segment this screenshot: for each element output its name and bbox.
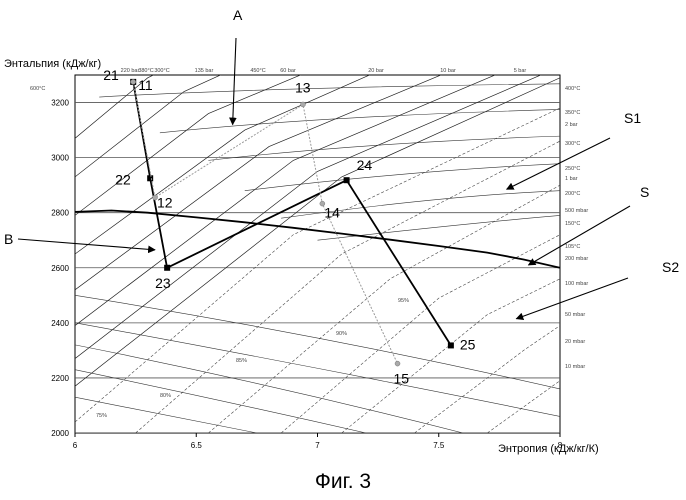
plot-border	[75, 75, 560, 433]
quality-line	[75, 370, 366, 433]
isobar-dashed-line	[281, 235, 560, 433]
right-isoline-label: 250°C	[565, 166, 580, 172]
point-label: 12	[157, 195, 173, 211]
y-tick-label: 2800	[51, 209, 69, 218]
x-axis-label: Энтропия (кДж/кг/К)	[498, 443, 599, 455]
process-point-alt	[300, 102, 305, 107]
corner-label: 600°C	[30, 86, 45, 92]
quality-label: 80%	[160, 393, 171, 399]
top-isoline-label: 450°C	[250, 68, 265, 74]
quality-line	[75, 345, 463, 433]
x-tick-label: 6.5	[191, 441, 203, 450]
point-label: 14	[324, 205, 340, 221]
quality-label: 90%	[336, 331, 347, 337]
annotation-label: S	[640, 184, 649, 200]
quality-label: 75%	[96, 413, 107, 419]
right-isoline-label: 105°C	[565, 244, 580, 250]
right-isoline-label: 400°C	[565, 86, 580, 92]
annotation-arrow	[18, 239, 155, 250]
x-tick-label: 7.5	[433, 441, 445, 450]
right-isoline-label: 10 mbar	[565, 364, 585, 370]
point-label: 23	[155, 275, 171, 291]
top-isoline-label: 300°C	[154, 68, 169, 74]
isotherm-line	[208, 136, 560, 160]
y-tick-label: 2600	[51, 264, 69, 273]
isobar-dashed-line	[136, 141, 560, 433]
y-tick-label: 2200	[51, 374, 69, 383]
isobar-line	[75, 34, 463, 254]
point-label: 24	[357, 157, 373, 173]
x-tick-label: 6	[73, 441, 78, 450]
point-label: 11	[138, 77, 153, 93]
right-isoline-label: 200 mbar	[565, 256, 588, 262]
grid-lines	[75, 103, 560, 433]
right-isoline-label: 200°C	[565, 191, 580, 197]
y-tick-label: 2000	[51, 429, 69, 438]
plot-frame	[75, 75, 560, 433]
y-tick-label: 2400	[51, 319, 69, 328]
isobar-dashed-line	[415, 326, 561, 433]
quality-label: 85%	[236, 358, 247, 364]
point-label: 22	[115, 171, 131, 187]
annotation-label: A	[233, 7, 243, 23]
isobar-line	[75, 78, 560, 386]
saturation-curve	[75, 211, 560, 268]
process-point-alt	[395, 361, 400, 366]
annotation-arrow	[507, 138, 610, 189]
right-isoline-label: 350°C	[565, 110, 580, 116]
right-isoline-label: 500 mbar	[565, 208, 588, 214]
point-label: 21	[103, 67, 119, 83]
process-point-main	[448, 342, 454, 348]
x-tick-label: 7	[315, 441, 320, 450]
top-isoline-label: 60 bar	[280, 68, 296, 74]
right-isoline-label: 150°C	[565, 221, 580, 227]
point-label: 25	[460, 336, 476, 352]
process-point-main	[164, 265, 170, 271]
annotation-label: S2	[662, 259, 679, 275]
isotherm-line	[318, 215, 561, 240]
saturation-line	[75, 211, 560, 268]
point-label: 15	[394, 371, 410, 387]
isobar-line	[75, 42, 293, 177]
right-isoline-label: 300°C	[565, 141, 580, 147]
quality-line	[75, 323, 560, 417]
isotherm-line	[160, 109, 560, 132]
right-isoline-label: 2 bar	[565, 122, 578, 128]
right-isoline-label: 1 bar	[565, 176, 578, 182]
process-point-main	[147, 175, 153, 181]
annotation-arrow	[233, 38, 236, 125]
process-point-main	[344, 177, 350, 183]
point-label: 13	[295, 79, 311, 95]
quality-label: 95%	[398, 298, 409, 304]
quality-line	[75, 295, 560, 389]
isobar-dashed-line	[75, 108, 560, 422]
top-isoline-label: 135 bar	[195, 68, 214, 74]
process-line-2	[133, 82, 397, 364]
isobar-dashed-line	[487, 381, 560, 433]
annotations: A B S1 S S2	[4, 7, 679, 319]
top-isoline-label: 10 bar	[440, 68, 456, 74]
top-isoline-label: 380°C	[138, 68, 153, 74]
y-axis-label: Энтальпия (кДж/кг)	[4, 58, 101, 70]
right-isoline-label: 100 mbar	[565, 281, 588, 287]
top-isoline-label: 220 bar	[121, 68, 140, 74]
top-isoline-label: 5 bar	[514, 68, 527, 74]
axis-ticks: 200022002400260028003000320066.577.58	[51, 99, 563, 450]
y-tick-label: 3200	[51, 99, 69, 108]
isotherm-line	[99, 84, 560, 97]
right-isoline-label: 50 mbar	[565, 312, 585, 318]
top-isoline-label: 20 bar	[368, 68, 384, 74]
right-isoline-label: 20 mbar	[565, 339, 585, 345]
y-tick-label: 3000	[51, 154, 69, 163]
annotation-label: B	[4, 231, 13, 247]
figure-caption: Фиг. 3	[0, 470, 686, 494]
process-point-alt	[131, 79, 136, 84]
annotation-label: S1	[624, 110, 641, 126]
